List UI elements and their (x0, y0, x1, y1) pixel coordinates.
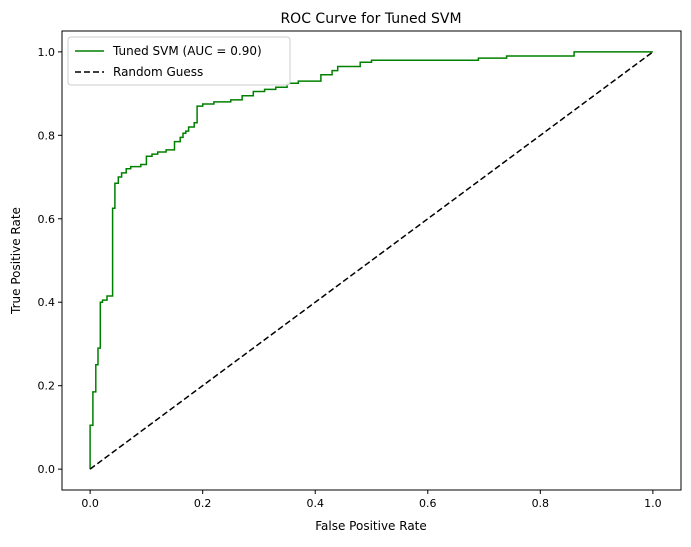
axes-frame (61, 30, 682, 491)
roc-curve-line (89, 51, 653, 470)
chart-title: ROC Curve for Tuned SVM (280, 11, 461, 27)
legend-label: Tuned SVM (AUC = 0.90) (112, 44, 262, 58)
y-tick-label: 0.2 (38, 380, 56, 393)
y-axis-label: True Positive Rate (9, 207, 23, 315)
y-tick-label: 0.4 (38, 296, 56, 309)
y-axis-ticks: 0.0 0.2 0.4 0.6 0.8 1.0 (38, 46, 62, 476)
legend: Tuned SVM (AUC = 0.90) Random Guess (67, 36, 291, 86)
y-tick-label: 0.8 (38, 129, 56, 142)
legend-box (67, 36, 291, 86)
x-axis-label: False Positive Rate (315, 519, 427, 533)
x-tick-label: 0.6 (419, 497, 437, 510)
x-axis-ticks: 0.0 0.2 0.4 0.6 0.8 1.0 (81, 490, 662, 510)
x-tick-label: 0.8 (532, 497, 550, 510)
legend-label: Random Guess (113, 65, 203, 79)
x-tick-label: 0.0 (81, 497, 99, 510)
plot-area (89, 51, 654, 470)
y-tick-label: 0.0 (38, 463, 56, 476)
y-tick-label: 1.0 (38, 46, 56, 59)
x-tick-label: 0.4 (306, 497, 324, 510)
y-tick-label: 0.6 (38, 213, 56, 226)
x-tick-label: 1.0 (644, 497, 662, 510)
x-tick-label: 0.2 (194, 497, 212, 510)
